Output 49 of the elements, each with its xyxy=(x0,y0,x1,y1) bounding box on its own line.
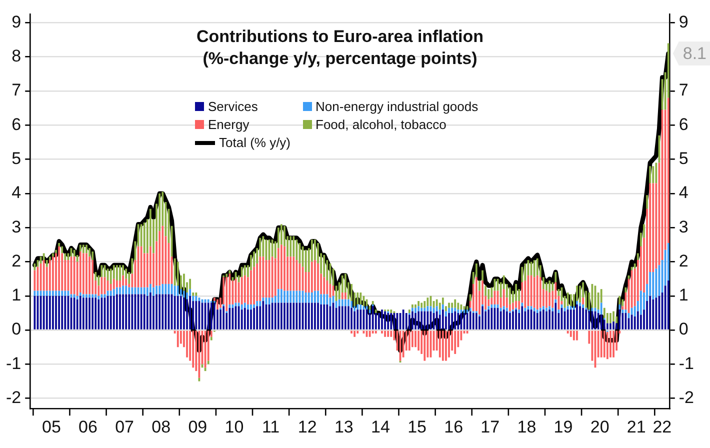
x-tick-label: 07 xyxy=(115,417,134,436)
x-tick-label: 22 xyxy=(652,417,672,436)
y-tick-label: 8 xyxy=(12,46,22,66)
x-tick-label: 21 xyxy=(626,417,646,436)
x-tick-label: 10 xyxy=(224,417,244,436)
y2-tick-label: 5 xyxy=(678,149,688,168)
annotation: 8.1 xyxy=(682,44,707,64)
x-tick-label: 15 xyxy=(408,417,426,436)
text: Contributions to Euro-area inflation xyxy=(195,26,485,48)
y2-tick-label: 7 xyxy=(678,80,688,100)
x-tick-label: 20 xyxy=(590,417,610,436)
legend-label: Total (% y/y) xyxy=(219,135,291,150)
y-tick-label: 0 xyxy=(12,320,22,339)
y2-tick-label: 6 xyxy=(678,114,688,134)
y2-tick-label: 9 xyxy=(678,12,688,32)
y2-tick-label: 1 xyxy=(678,286,688,305)
y-tick-label: 3 xyxy=(12,217,22,236)
x-tick-label: 11 xyxy=(262,417,280,436)
x-tick-label: 09 xyxy=(188,417,208,436)
y-tick-label: 9 xyxy=(12,12,22,32)
x-tick-label: 05 xyxy=(42,417,61,436)
y-tick-label: 7 xyxy=(12,80,22,100)
y2-tick-label: 3 xyxy=(678,217,688,236)
y2-tick-label: 2 xyxy=(678,251,688,270)
x-tick-label: 12 xyxy=(298,417,317,436)
y2-tick-label: 4 xyxy=(678,183,688,202)
y-tick-label: -1 xyxy=(6,354,22,373)
x-tick-label: 19 xyxy=(554,417,573,436)
y2-tick-label: -1 xyxy=(678,354,694,373)
y-tick-label: 6 xyxy=(12,114,22,134)
y2-tick-label: 0 xyxy=(678,320,688,339)
y-tick-label: -2 xyxy=(6,388,22,408)
y2-tick-label: -2 xyxy=(678,388,694,408)
legend-label: Energy xyxy=(208,117,250,132)
legend-label: Non-energy industrial goods xyxy=(316,99,478,114)
x-tick-label: 17 xyxy=(480,417,500,436)
legend-label: Food, alcohol, tobacco xyxy=(316,117,446,132)
y-tick-label: 5 xyxy=(12,149,22,168)
y-tick-label: 1 xyxy=(12,286,22,305)
text: (%-change y/y, percentage points) xyxy=(202,48,478,70)
x-tick-label: 08 xyxy=(152,417,171,436)
x-tick-label: 16 xyxy=(444,417,464,436)
x-tick-label: 14 xyxy=(371,417,390,436)
y-tick-label: 4 xyxy=(12,183,22,202)
x-tick-label: 06 xyxy=(78,417,98,436)
legend-label: Services xyxy=(208,99,258,114)
y-tick-label: 2 xyxy=(12,251,22,270)
x-tick-label: 13 xyxy=(334,417,354,436)
x-tick-label: 18 xyxy=(517,417,536,436)
